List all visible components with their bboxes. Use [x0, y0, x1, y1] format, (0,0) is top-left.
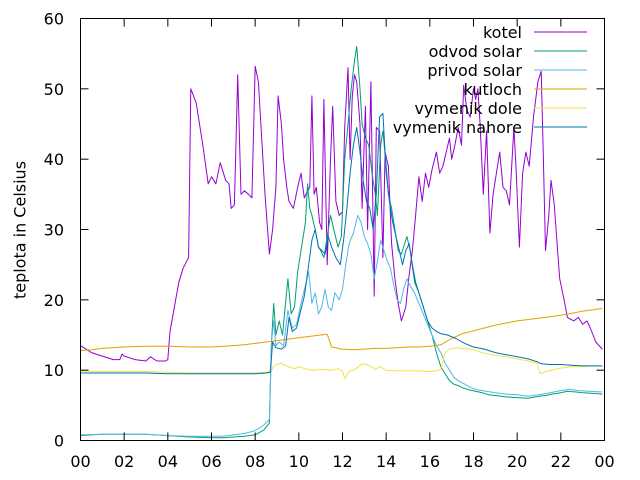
legend-label: vymenik nahore	[393, 118, 522, 137]
x-tick-label: 04	[158, 452, 178, 471]
x-tick-label: 20	[507, 452, 527, 471]
x-tick-label: 18	[463, 452, 483, 471]
x-tick-label: 08	[245, 452, 265, 471]
x-tick-label: 02	[114, 452, 134, 471]
legend-label: kotel	[483, 23, 522, 42]
y-tick-label: 40	[44, 150, 64, 169]
series-layer	[80, 46, 603, 439]
series-line-kutloch	[80, 307, 603, 351]
legend-label: kutloch	[464, 80, 522, 99]
plot-frame	[80, 18, 605, 441]
legend-label: privod solar	[427, 61, 522, 80]
series-line-kotel	[80, 65, 603, 362]
y-axis-title: teplota in Celsius	[11, 161, 30, 299]
x-tick-label: 22	[551, 452, 571, 471]
series-line-vymenik-dole	[80, 347, 603, 380]
x-tick-label: 00	[70, 452, 90, 471]
y-tick-label: 10	[44, 361, 64, 380]
x-tick-label: 06	[201, 452, 221, 471]
legend-label: vymenik dole	[414, 99, 522, 118]
y-tick-label: 20	[44, 291, 64, 310]
series-line-privod-solar	[80, 214, 603, 437]
y-tick-label: 50	[44, 80, 64, 99]
series-line-vymenik-nahore	[80, 112, 603, 375]
x-tick-label: 00	[594, 452, 614, 471]
x-tick-label: 16	[420, 452, 440, 471]
x-tick-label: 10	[289, 452, 309, 471]
legend-label: odvod solar	[429, 42, 523, 61]
x-tick-label: 12	[332, 452, 352, 471]
y-tick-label: 0	[54, 432, 64, 451]
series-line-odvod-solar	[80, 46, 603, 439]
y-axis-label: teplota in Celsius	[11, 161, 30, 299]
x-tick-label: 14	[376, 452, 396, 471]
y-tick-label: 30	[44, 221, 64, 240]
y-tick-label: 60	[44, 10, 64, 29]
